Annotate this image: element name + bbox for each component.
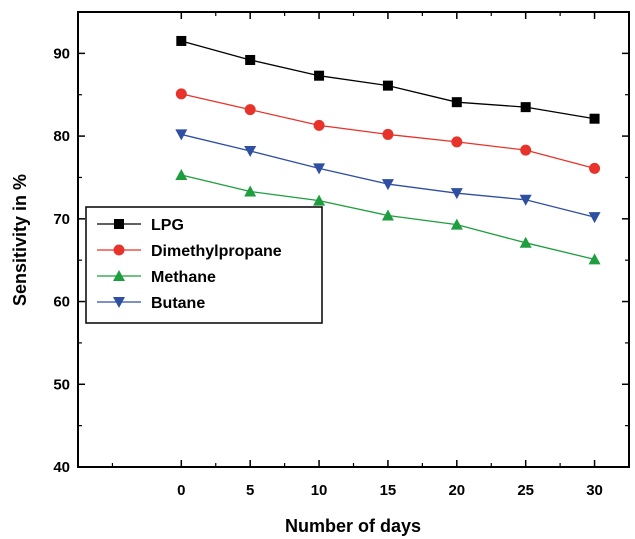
legend-item: Dimethylpropane xyxy=(97,243,282,260)
data-point xyxy=(175,88,187,100)
data-point xyxy=(588,253,601,265)
series-butane xyxy=(175,129,601,224)
data-point xyxy=(314,70,325,81)
data-point xyxy=(381,209,394,221)
data-point xyxy=(313,119,325,131)
x-tick-label: 10 xyxy=(311,482,328,499)
data-point xyxy=(244,185,257,197)
x-axis-title: Number of days xyxy=(285,516,421,536)
x-axis: 0 5 10 15 20 25 30 xyxy=(111,12,603,499)
series-line xyxy=(181,133,595,218)
series-line xyxy=(181,40,595,120)
data-point xyxy=(313,163,326,175)
legend-marker xyxy=(113,244,125,256)
legend-item: Butane xyxy=(97,295,205,312)
legend-marker xyxy=(113,270,125,281)
series-layer xyxy=(175,35,601,265)
legend-item: LPG xyxy=(97,217,184,234)
y-tick-label: 60 xyxy=(53,294,70,311)
legend-label: LPG xyxy=(151,217,184,234)
series-dimethylpropane xyxy=(175,88,601,174)
data-point xyxy=(313,194,326,206)
data-point xyxy=(588,212,601,224)
x-tick-label: 20 xyxy=(448,482,465,499)
y-tick-label: 50 xyxy=(53,376,70,393)
data-point xyxy=(176,35,187,46)
data-point xyxy=(451,136,463,148)
y-tick-label: 80 xyxy=(53,128,70,145)
legend-label: Dimethylpropane xyxy=(151,243,282,260)
y-axis-title: Sensitivity in % xyxy=(10,174,30,306)
x-tick-label: 0 xyxy=(177,482,185,499)
data-point xyxy=(451,97,462,108)
data-point xyxy=(175,129,188,141)
legend-marker xyxy=(113,297,125,308)
series-lpg xyxy=(176,35,600,124)
data-point xyxy=(450,188,463,200)
data-point xyxy=(520,102,531,113)
data-point xyxy=(382,80,393,91)
data-point xyxy=(589,113,600,124)
x-tick-label: 25 xyxy=(517,482,534,499)
x-tick-label: 15 xyxy=(380,482,397,499)
legend: LPG Dimethylpropane Methane Butane xyxy=(85,206,323,324)
series-methane xyxy=(175,168,601,265)
data-point xyxy=(519,236,532,248)
data-point xyxy=(519,194,532,206)
data-point xyxy=(520,144,532,156)
legend-box xyxy=(85,206,323,324)
data-point xyxy=(245,54,256,65)
x-tick-label: 5 xyxy=(246,482,254,499)
y-tick-label: 40 xyxy=(53,459,70,476)
data-point xyxy=(175,168,188,180)
legend-label: Methane xyxy=(151,269,216,286)
y-axis: 40 50 60 70 80 90 xyxy=(53,45,629,476)
y-tick-label: 90 xyxy=(53,45,70,62)
data-point xyxy=(382,128,394,140)
x-tick-label: 30 xyxy=(586,482,603,499)
legend-marker xyxy=(114,219,124,229)
data-point xyxy=(244,104,256,116)
data-point xyxy=(381,179,394,191)
data-point xyxy=(450,218,463,230)
data-point xyxy=(589,162,601,174)
legend-label: Butane xyxy=(151,295,205,312)
y-tick-label: 70 xyxy=(53,211,70,228)
data-point xyxy=(244,145,257,157)
legend-item: Methane xyxy=(97,269,216,286)
